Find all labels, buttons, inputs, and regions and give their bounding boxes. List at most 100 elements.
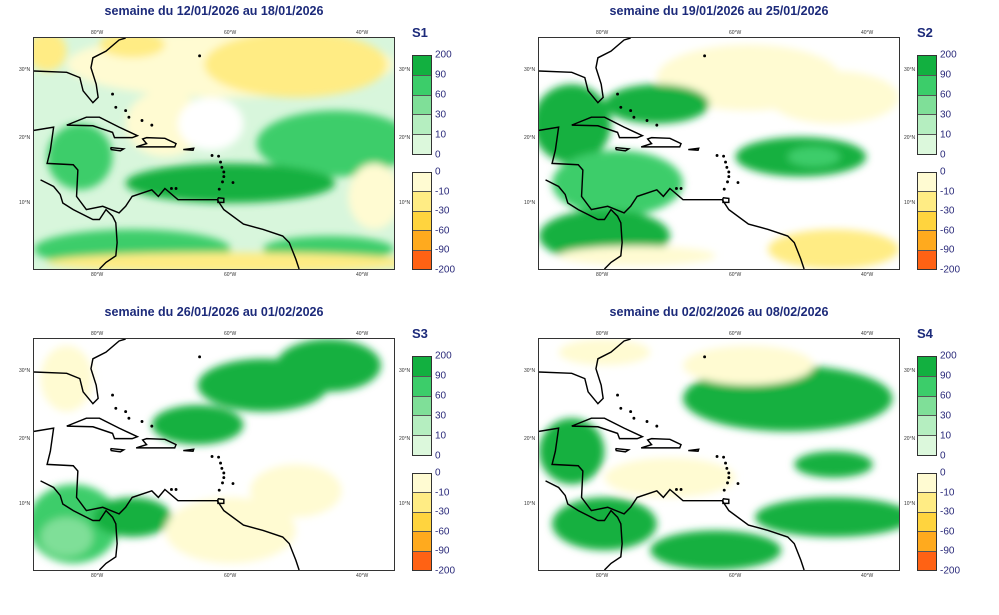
coastline xyxy=(40,179,118,269)
colorbar-swatch xyxy=(918,75,936,96)
latitude-label: 20°N xyxy=(904,436,916,442)
anomaly-area xyxy=(794,451,873,478)
colorbar-label: -60 xyxy=(435,526,450,538)
longitude-label: 60°W xyxy=(224,30,237,36)
colorbar-label: 60 xyxy=(435,390,447,402)
island xyxy=(725,466,729,470)
anomaly-area xyxy=(250,464,342,518)
coastline xyxy=(640,437,682,449)
colorbar-label: 10 xyxy=(435,430,447,442)
island xyxy=(722,455,726,459)
anomaly-area xyxy=(604,457,736,498)
coastline xyxy=(545,179,623,269)
anomaly-area xyxy=(92,497,172,537)
latitude-label: 10°N xyxy=(904,501,916,507)
island xyxy=(727,471,731,475)
island xyxy=(629,109,633,113)
coastline xyxy=(722,196,730,204)
anomaly-area xyxy=(539,418,605,485)
colorbar-label: -10 xyxy=(940,186,955,198)
latitude-label: 30°N xyxy=(399,67,411,73)
colorbar-swatch xyxy=(918,173,936,193)
island xyxy=(220,165,224,169)
colorbar-label: 0 xyxy=(940,166,946,178)
precipitation-anomaly-map xyxy=(538,338,900,571)
island xyxy=(727,170,731,174)
coastline xyxy=(34,126,300,269)
colorbar-swatch xyxy=(413,250,431,270)
colorbar-label: -10 xyxy=(435,186,450,198)
colorbar-swatch xyxy=(413,75,431,96)
island xyxy=(679,488,683,491)
latitude-label: 30°N xyxy=(904,67,916,73)
colorbar-swatch xyxy=(918,135,936,154)
latitude-label: 30°N xyxy=(524,67,536,73)
colorbar-label: -10 xyxy=(940,487,955,499)
colorbar-swatch xyxy=(413,396,431,417)
colorbar-positive xyxy=(917,356,937,456)
colorbar-swatch xyxy=(413,416,431,437)
coastline xyxy=(640,136,682,148)
coastline xyxy=(688,448,700,452)
colorbar-label: 0 xyxy=(435,467,441,479)
colorbar-label: -30 xyxy=(940,506,955,518)
coastline xyxy=(34,38,126,104)
island xyxy=(114,406,118,410)
colorbar-swatch xyxy=(413,376,431,397)
latitude-label: 30°N xyxy=(399,368,411,374)
coastline xyxy=(183,448,195,452)
colorbar-label: 30 xyxy=(435,109,447,121)
coastline xyxy=(34,339,126,405)
coastline xyxy=(722,497,730,505)
island xyxy=(727,175,731,179)
latitude-label: 30°N xyxy=(904,368,916,374)
colorbar-label: -60 xyxy=(940,225,955,237)
panel-title: semaine du 19/01/2026 au 25/01/2026 xyxy=(609,4,829,18)
colorbar-swatch xyxy=(918,474,936,494)
colorbar-swatch xyxy=(413,493,431,513)
coastline xyxy=(109,447,126,453)
precipitation-anomaly-map xyxy=(33,37,395,270)
latitude-label: 30°N xyxy=(19,368,31,374)
island xyxy=(736,482,740,485)
island xyxy=(629,410,633,414)
colorbar-swatch xyxy=(918,532,936,552)
island xyxy=(675,187,678,190)
colorbar-label: -30 xyxy=(940,205,955,217)
coastline xyxy=(539,126,805,269)
anomaly-area xyxy=(256,110,394,177)
island xyxy=(127,115,131,119)
longitude-label: 60°W xyxy=(224,272,237,278)
colorbar-label: -200 xyxy=(435,264,456,276)
longitude-label: 40°W xyxy=(356,272,369,278)
island xyxy=(722,488,726,492)
colorbar-swatch xyxy=(918,357,936,377)
colorbar-label: -200 xyxy=(940,264,961,276)
anomaly-area xyxy=(558,245,716,266)
coastline xyxy=(614,146,631,152)
anomaly-area xyxy=(558,339,651,366)
colorbar-label: 60 xyxy=(940,390,952,402)
island xyxy=(217,455,221,459)
longitude-label: 80°W xyxy=(596,30,609,36)
colorbar-label: -200 xyxy=(435,565,456,577)
colorbar-label: 10 xyxy=(940,430,952,442)
island xyxy=(724,461,727,465)
colorbar-swatch xyxy=(918,512,936,533)
colorbar-label: 90 xyxy=(940,370,952,382)
coastline xyxy=(183,147,195,151)
coastline xyxy=(539,38,631,104)
latitude-label: 20°N xyxy=(524,135,536,141)
island xyxy=(221,180,224,184)
colorbar-swatch xyxy=(918,376,936,397)
coastline xyxy=(571,417,645,440)
island xyxy=(703,355,707,359)
island xyxy=(724,160,727,164)
anomaly-area xyxy=(276,339,381,392)
longitude-label: 40°W xyxy=(861,331,874,337)
colorbar-swatch xyxy=(413,56,431,76)
island xyxy=(715,154,719,157)
island xyxy=(703,54,707,58)
longitude-label: 60°W xyxy=(224,573,237,579)
week-label: S4 xyxy=(917,326,933,341)
